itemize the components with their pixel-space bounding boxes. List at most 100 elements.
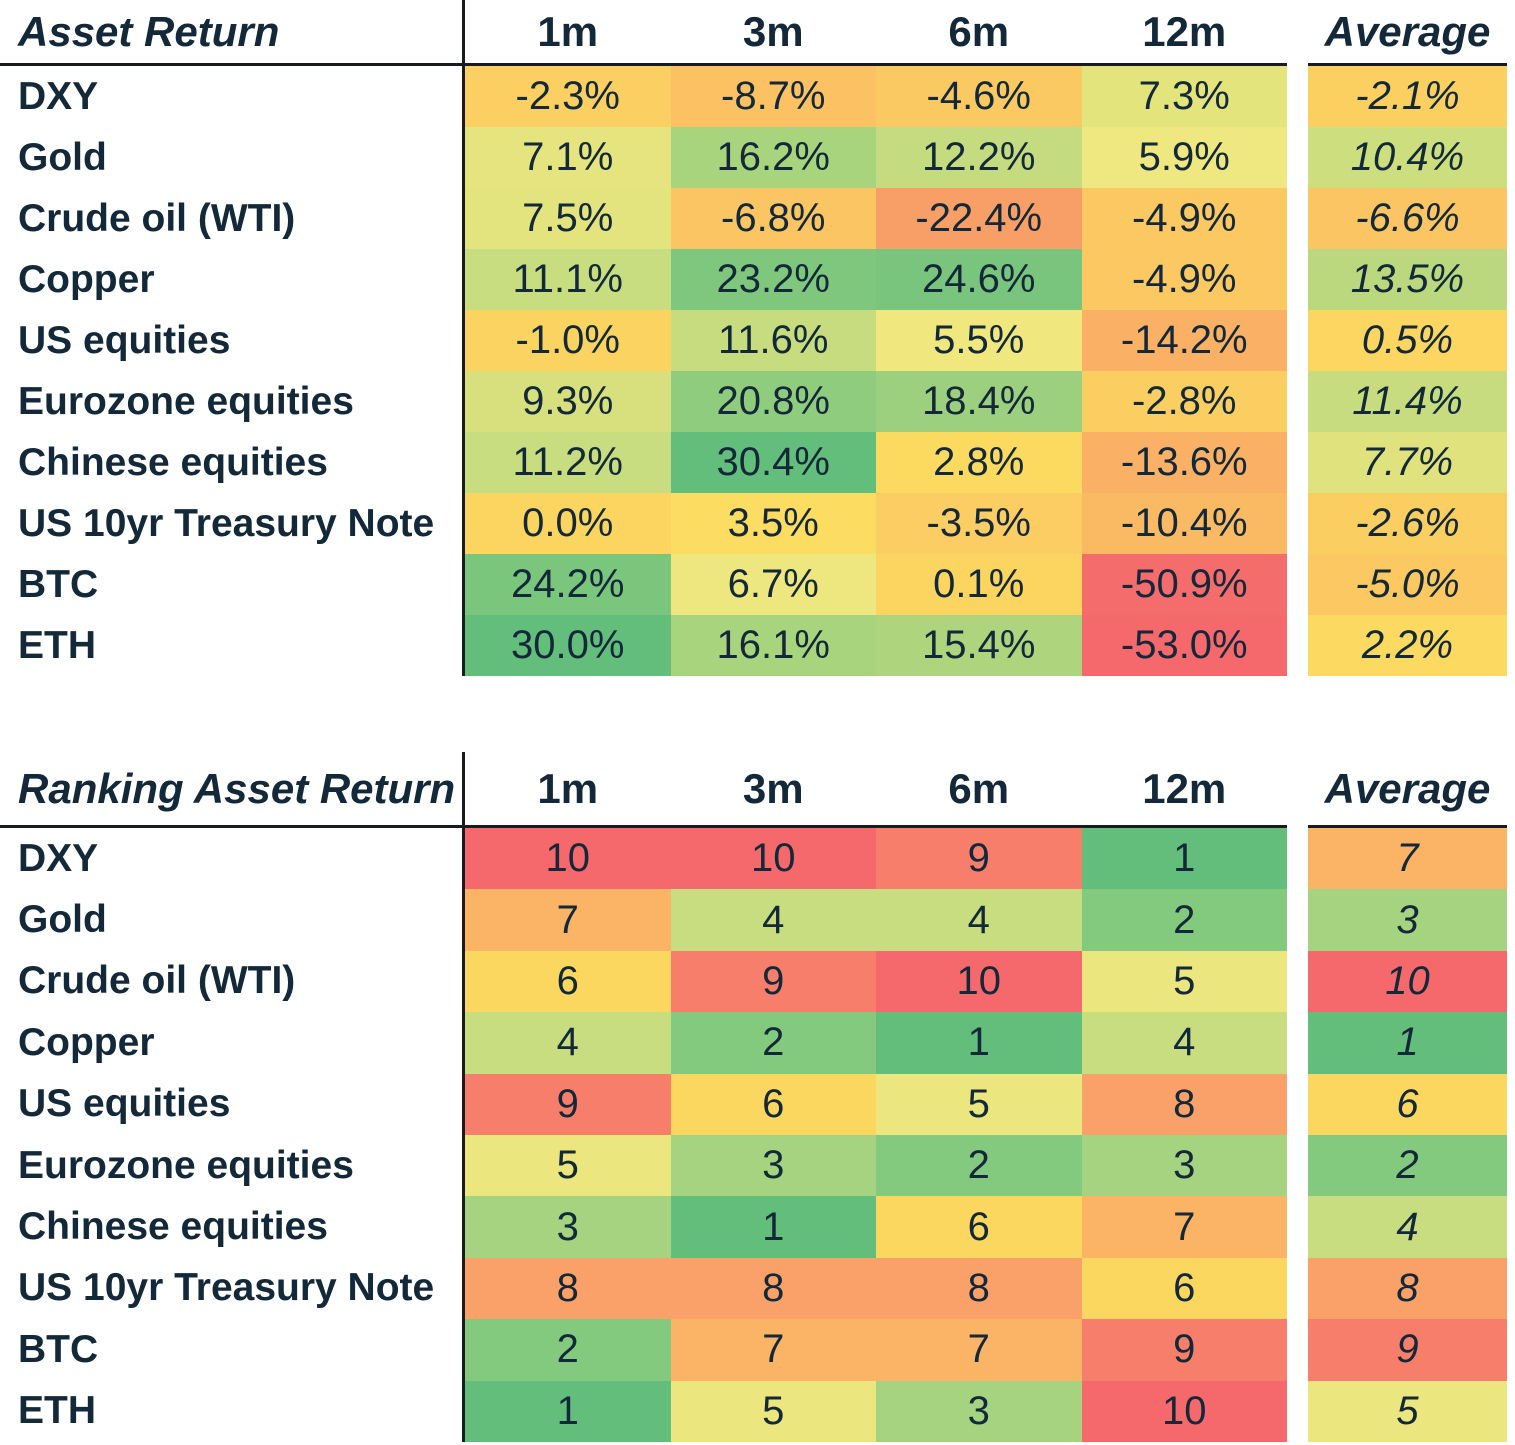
value-cell: 18.4% xyxy=(876,371,1082,432)
row-label: ETH xyxy=(0,1380,465,1442)
table-row: Crude oil (WTI) 7.5% -6.8% -22.4% -4.9% -6.6% xyxy=(0,188,1515,249)
value-cell: 3 xyxy=(876,1380,1082,1442)
value-cell: 2 xyxy=(465,1319,671,1381)
value-cell: -2.8% xyxy=(1081,371,1287,432)
value-cell: 1 xyxy=(876,1012,1082,1074)
value-cell: 7 xyxy=(1081,1196,1287,1258)
average-cell: -2.1% xyxy=(1308,66,1507,127)
value-cell: 6 xyxy=(465,950,671,1013)
column-gap xyxy=(1287,615,1308,676)
average-cell: 9 xyxy=(1308,1319,1507,1381)
row-label: Chinese equities xyxy=(0,432,465,493)
average-cell: -6.6% xyxy=(1308,188,1507,249)
header-gap xyxy=(1287,0,1308,66)
value-cell: 6 xyxy=(1081,1257,1287,1320)
column-gap xyxy=(1287,554,1308,615)
column-gap xyxy=(1287,1257,1308,1320)
table-row: US 10yr Treasury Note 0.0% 3.5% -3.5% -10.4%… xyxy=(0,493,1515,554)
column-header-12m: 12m xyxy=(1081,752,1287,828)
row-label: BTC xyxy=(0,1319,465,1381)
average-cell: 6 xyxy=(1308,1073,1507,1135)
average-cell: 11.4% xyxy=(1308,371,1507,432)
row-label: BTC xyxy=(0,554,465,615)
value-cell: 11.1% xyxy=(465,249,671,310)
column-header-average: Average xyxy=(1308,752,1507,828)
value-cell: 4 xyxy=(670,889,876,951)
average-cell: 1 xyxy=(1308,1012,1507,1074)
value-cell: -10.4% xyxy=(1081,493,1287,554)
column-gap xyxy=(1287,1073,1308,1135)
value-cell: 4 xyxy=(465,1012,671,1074)
column-gap xyxy=(1287,249,1308,310)
row-label: US 10yr Treasury Note xyxy=(0,493,465,554)
value-cell: 23.2% xyxy=(670,249,876,310)
table-row: ETH 30.0% 16.1% 15.4% -53.0% 2.2% xyxy=(0,615,1515,676)
row-label: Eurozone equities xyxy=(0,1134,465,1197)
average-cell: 2.2% xyxy=(1308,615,1507,676)
value-cell: 5 xyxy=(465,1134,671,1197)
value-cell: 10 xyxy=(1081,1380,1287,1442)
column-gap xyxy=(1287,188,1308,249)
table-row: Copper 4 2 1 4 1 xyxy=(0,1012,1515,1074)
row-label: Crude oil (WTI) xyxy=(0,188,465,249)
value-cell: 9 xyxy=(670,950,876,1013)
table-row: US 10yr Treasury Note 8 8 8 6 8 xyxy=(0,1257,1515,1320)
value-cell: 9 xyxy=(1081,1319,1287,1381)
value-cell: 7.5% xyxy=(465,188,671,249)
column-gap xyxy=(1287,1012,1308,1074)
value-cell: 6 xyxy=(670,1073,876,1135)
value-cell: 3 xyxy=(465,1196,671,1258)
column-header-12m: 12m xyxy=(1081,0,1287,66)
value-cell: 7 xyxy=(876,1319,1082,1381)
column-gap xyxy=(1287,828,1308,890)
value-cell: -4.9% xyxy=(1081,249,1287,310)
row-label: US 10yr Treasury Note xyxy=(0,1257,465,1320)
value-cell: 5 xyxy=(1081,950,1287,1013)
row-label: DXY xyxy=(0,828,465,890)
table-row: Copper 11.1% 23.2% 24.6% -4.9% 13.5% xyxy=(0,249,1515,310)
column-gap xyxy=(1287,127,1308,188)
value-cell: 8 xyxy=(670,1257,876,1320)
average-cell: 2 xyxy=(1308,1134,1507,1197)
value-cell: 7.3% xyxy=(1081,66,1287,127)
value-cell: 5 xyxy=(876,1073,1082,1135)
value-cell: 16.1% xyxy=(670,615,876,676)
ranking-table-body: DXY 10 10 9 1 7 Gold 7 4 4 2 3 Crude oil (WTI) 6 9 10 5 1… xyxy=(0,828,1515,1442)
table-header-row: Ranking Asset Return 1m 3m 6m 12m Averag… xyxy=(0,752,1515,828)
value-cell: 1 xyxy=(465,1380,671,1442)
value-cell: 9 xyxy=(465,1073,671,1135)
table-row: Gold 7 4 4 2 3 xyxy=(0,889,1515,951)
row-label: DXY xyxy=(0,66,465,127)
value-cell: 3.5% xyxy=(670,493,876,554)
row-label: Crude oil (WTI) xyxy=(0,950,465,1013)
average-cell: 4 xyxy=(1308,1196,1507,1258)
table-title: Ranking Asset Return xyxy=(0,752,465,828)
value-cell: 16.2% xyxy=(670,127,876,188)
value-cell: 8 xyxy=(465,1257,671,1320)
average-cell: -2.6% xyxy=(1308,493,1507,554)
value-cell: -14.2% xyxy=(1081,310,1287,371)
average-cell: 10.4% xyxy=(1308,127,1507,188)
value-cell: 9 xyxy=(876,828,1082,890)
column-gap xyxy=(1287,371,1308,432)
average-cell: 5 xyxy=(1308,1380,1507,1442)
row-label: Chinese equities xyxy=(0,1196,465,1258)
table-row: Chinese equities 3 1 6 7 4 xyxy=(0,1196,1515,1258)
value-cell: 1 xyxy=(1081,828,1287,890)
table-row: ETH 1 5 3 10 5 xyxy=(0,1380,1515,1442)
column-gap xyxy=(1287,1319,1308,1381)
average-cell: 3 xyxy=(1308,889,1507,951)
value-cell: 24.6% xyxy=(876,249,1082,310)
table-row: US equities 9 6 5 8 6 xyxy=(0,1073,1515,1135)
value-cell: 8 xyxy=(1081,1073,1287,1135)
value-cell: 4 xyxy=(876,889,1082,951)
value-cell: -8.7% xyxy=(670,66,876,127)
value-cell: 8 xyxy=(876,1257,1082,1320)
column-gap xyxy=(1287,1196,1308,1258)
table-title: Asset Return xyxy=(0,0,465,66)
average-cell: -5.0% xyxy=(1308,554,1507,615)
asset-return-table-body: DXY -2.3% -8.7% -4.6% 7.3% -2.1% Gold 7.1% 16.2%… xyxy=(0,66,1515,676)
row-label: US equities xyxy=(0,310,465,371)
column-header-average: Average xyxy=(1308,0,1507,66)
value-cell: -4.6% xyxy=(876,66,1082,127)
